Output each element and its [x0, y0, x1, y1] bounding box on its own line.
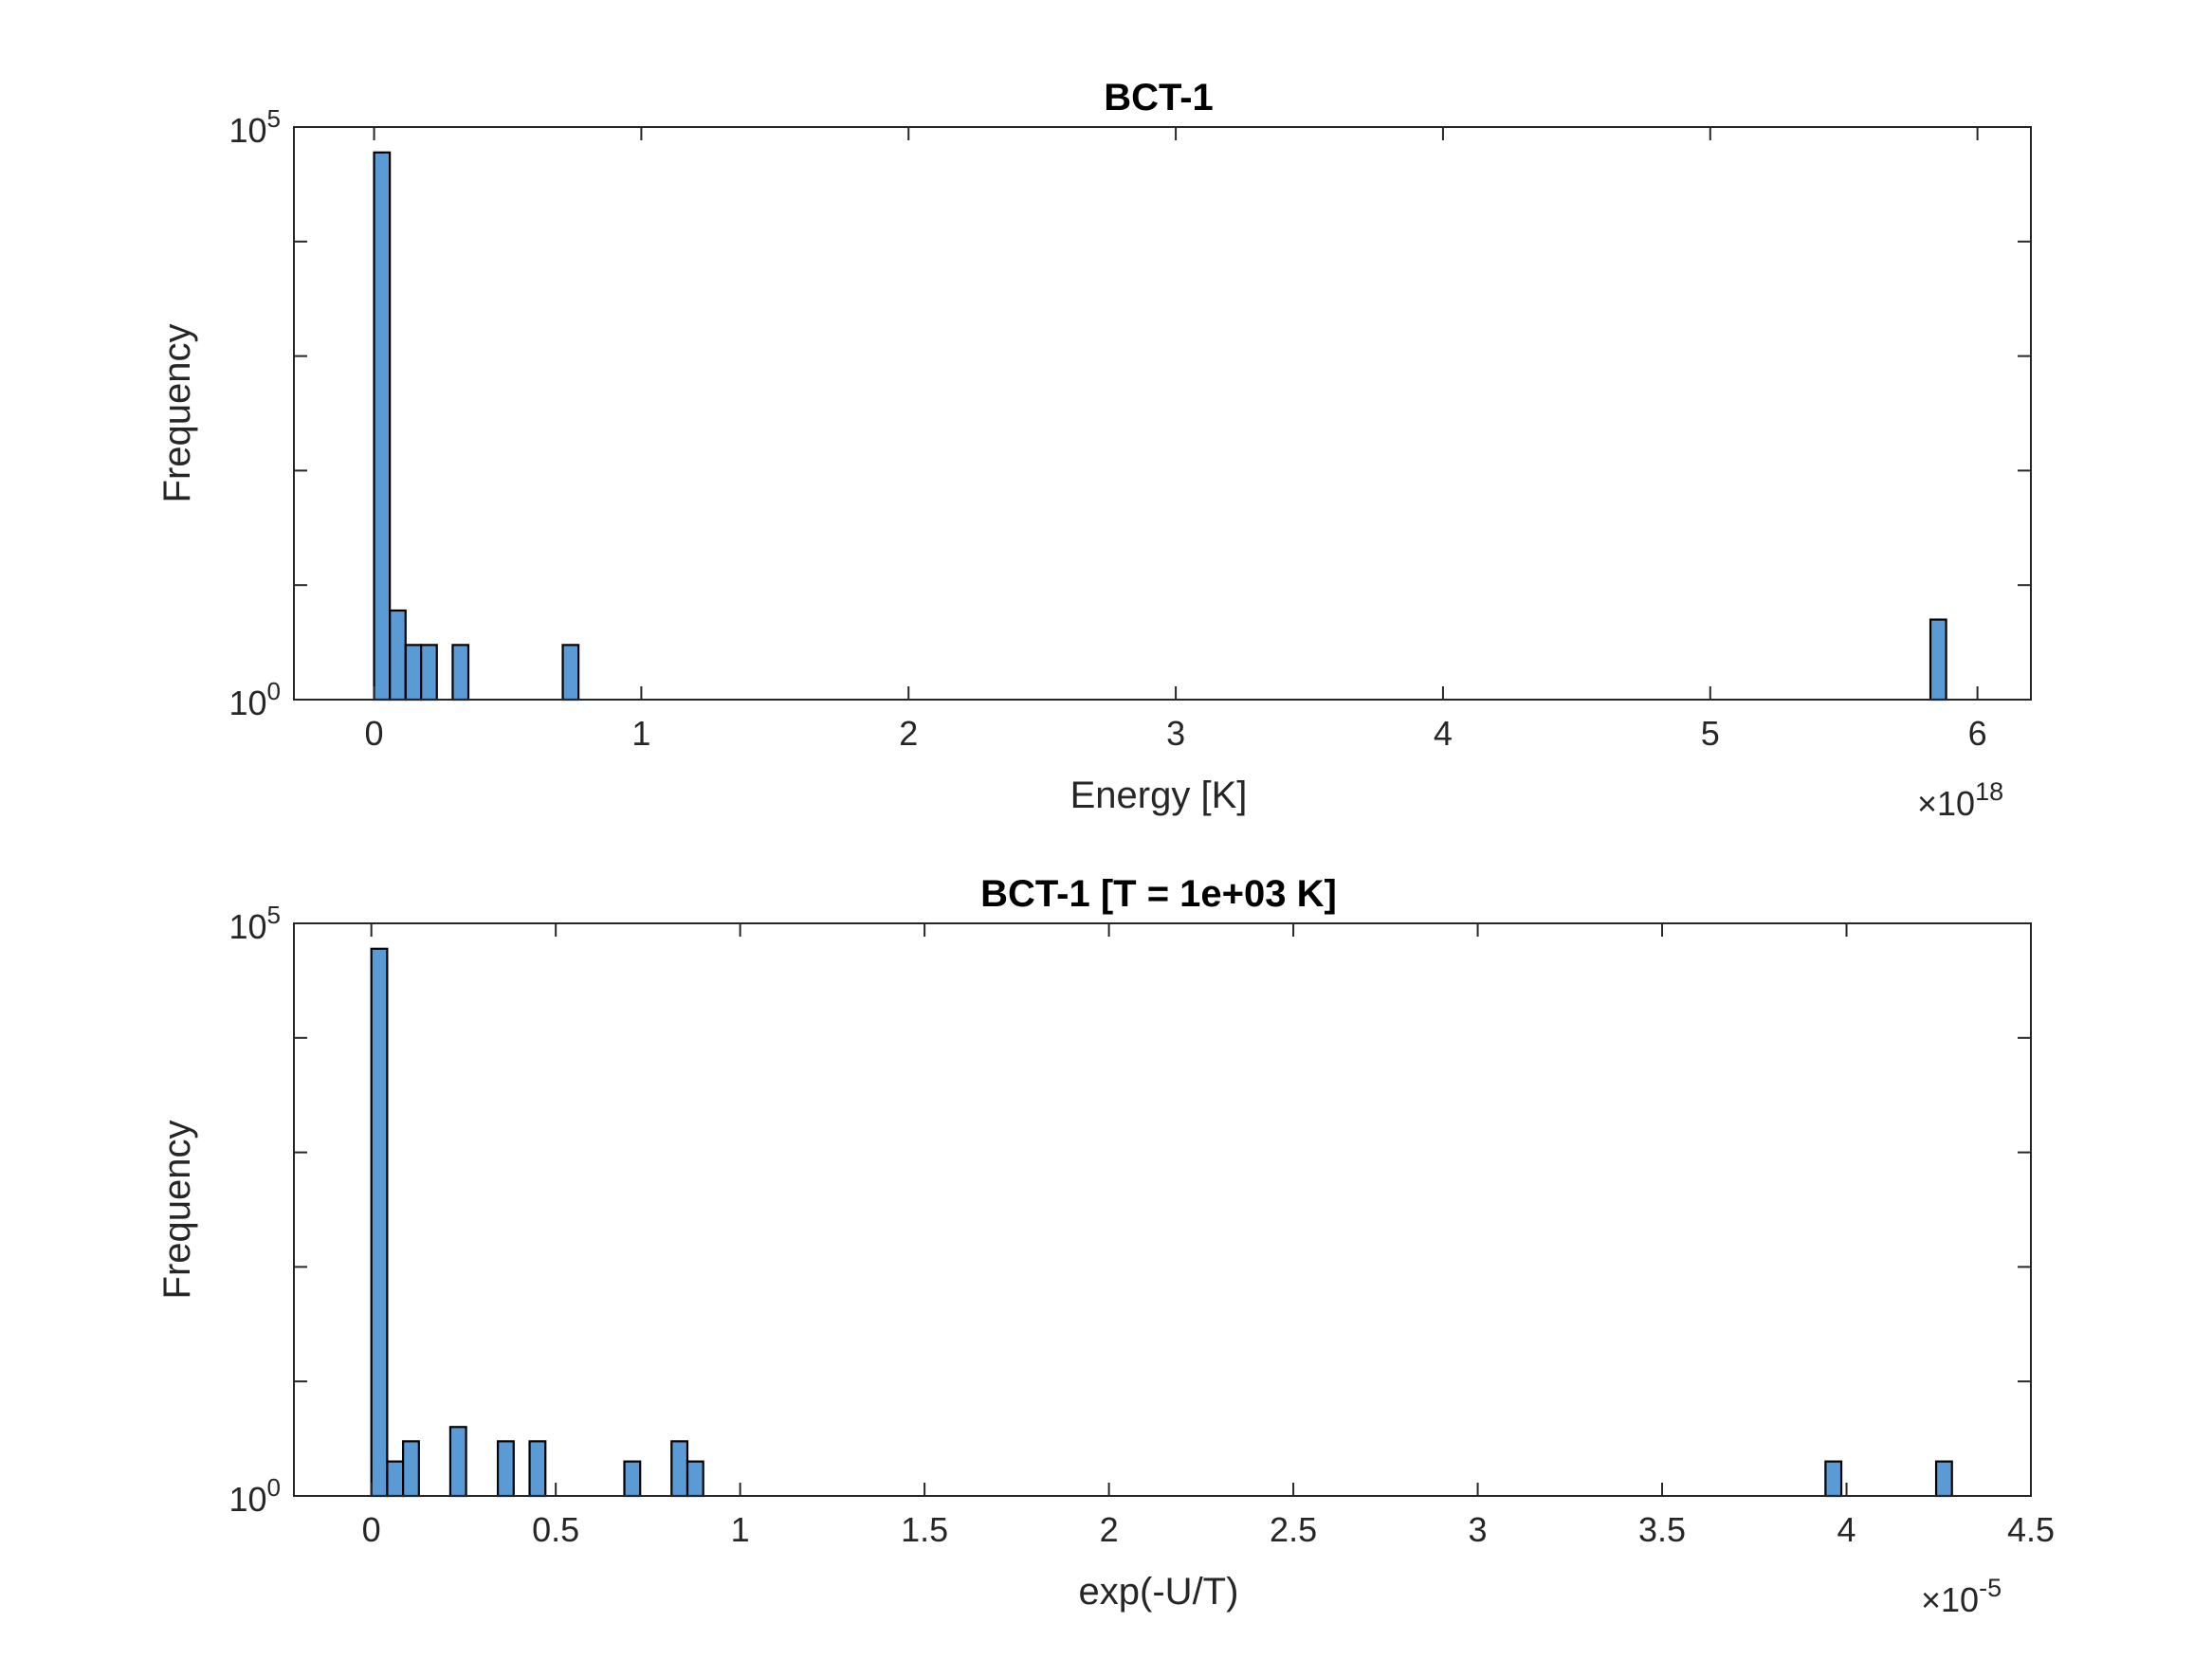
histogram-bar [373, 151, 392, 702]
y-tick-label-bottom: 100 [229, 1473, 281, 1519]
histogram-bar [561, 644, 580, 702]
x-exponent-label: ×10-5 [1921, 1574, 2002, 1619]
x-tick-label: 3.5 [1638, 1510, 1686, 1549]
histogram-energy: BCT-1 0 1 2 3 4 5 6 105 100 Energy [K] Frequen… [156, 77, 2032, 823]
chart-title: BCT-1 [1104, 77, 1214, 118]
y-tick-labels: 105 100 [229, 901, 281, 1519]
plot-frame [293, 922, 2032, 1497]
x-tick-label: 1 [631, 714, 650, 753]
x-ticks: 0 1 2 3 4 5 6 [365, 127, 1987, 753]
histogram-bar [370, 947, 389, 1498]
histogram-bar [1929, 618, 1947, 702]
x-tick-label: 4 [1434, 714, 1453, 753]
histogram-boltzmann: BCT-1 [T = 1e+03 K] 0 0.5 1 1.5 2 2.5 3 3.5 4 4.5… [156, 873, 2055, 1619]
x-tick-label: 0 [365, 714, 384, 753]
x-tick-label: 0.5 [532, 1510, 579, 1549]
histogram-bar [420, 644, 438, 702]
histogram-bar [623, 1460, 642, 1498]
histogram-bar [451, 644, 470, 702]
x-tick-label: 3 [1166, 714, 1185, 753]
histogram-bar [1824, 1460, 1843, 1498]
histogram-bar [389, 609, 407, 702]
x-tick-label: 2 [1100, 1510, 1119, 1549]
plot-frame [293, 126, 2032, 701]
histogram-bar [1934, 1460, 1953, 1498]
y-tick-label-bottom: 100 [229, 677, 281, 722]
histogram-bar [496, 1440, 515, 1498]
histogram-bar [528, 1440, 547, 1498]
histogram-bar [404, 644, 423, 702]
y-tick-labels: 105 100 [229, 104, 281, 722]
y-tick-label-top: 105 [229, 901, 281, 946]
bars-group [373, 151, 1947, 702]
histogram-bar [686, 1460, 704, 1498]
chart-title: BCT-1 [T = 1e+03 K] [980, 873, 1337, 915]
x-tick-label: 6 [1968, 714, 1987, 753]
x-tick-label: 2 [899, 714, 918, 753]
x-tick-label: 4.5 [2007, 1510, 2055, 1549]
x-tick-label: 1.5 [901, 1510, 948, 1549]
y-tick-label-top: 105 [229, 104, 281, 150]
histogram-bar [402, 1440, 420, 1498]
histogram-bar [448, 1426, 467, 1498]
x-exponent-label: ×1018 [1917, 777, 2003, 823]
y-ticks [294, 126, 2031, 701]
bars-group [370, 947, 1953, 1498]
histogram-bar [386, 1460, 405, 1498]
histogram-bar [670, 1440, 689, 1498]
x-ticks: 0 0.5 1 1.5 2 2.5 3 3.5 4 4.5 [362, 923, 2055, 1549]
y-ticks [294, 922, 2031, 1497]
x-tick-label: 5 [1701, 714, 1720, 753]
y-axis-label: Frequency [156, 324, 198, 503]
x-axis-label: exp(-U/T) [1079, 1571, 1239, 1613]
x-tick-label: 4 [1837, 1510, 1856, 1549]
y-axis-label: Frequency [156, 1121, 198, 1300]
x-tick-label: 2.5 [1270, 1510, 1317, 1549]
x-tick-label: 3 [1469, 1510, 1488, 1549]
x-tick-label: 0 [362, 1510, 381, 1549]
x-axis-label: Energy [K] [1070, 775, 1248, 816]
x-tick-label: 1 [731, 1510, 750, 1549]
